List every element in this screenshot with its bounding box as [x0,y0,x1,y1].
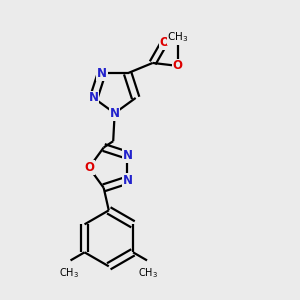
Text: O: O [160,36,170,49]
Text: N: N [122,174,132,187]
Text: O: O [84,161,94,174]
Text: CH$_3$: CH$_3$ [139,266,158,280]
Text: N: N [97,67,107,80]
Text: N: N [110,107,120,120]
Text: CH$_3$: CH$_3$ [59,266,79,280]
Text: N: N [122,149,132,162]
Text: O: O [173,59,183,72]
Text: N: N [89,92,99,104]
Text: CH$_3$: CH$_3$ [167,31,188,44]
